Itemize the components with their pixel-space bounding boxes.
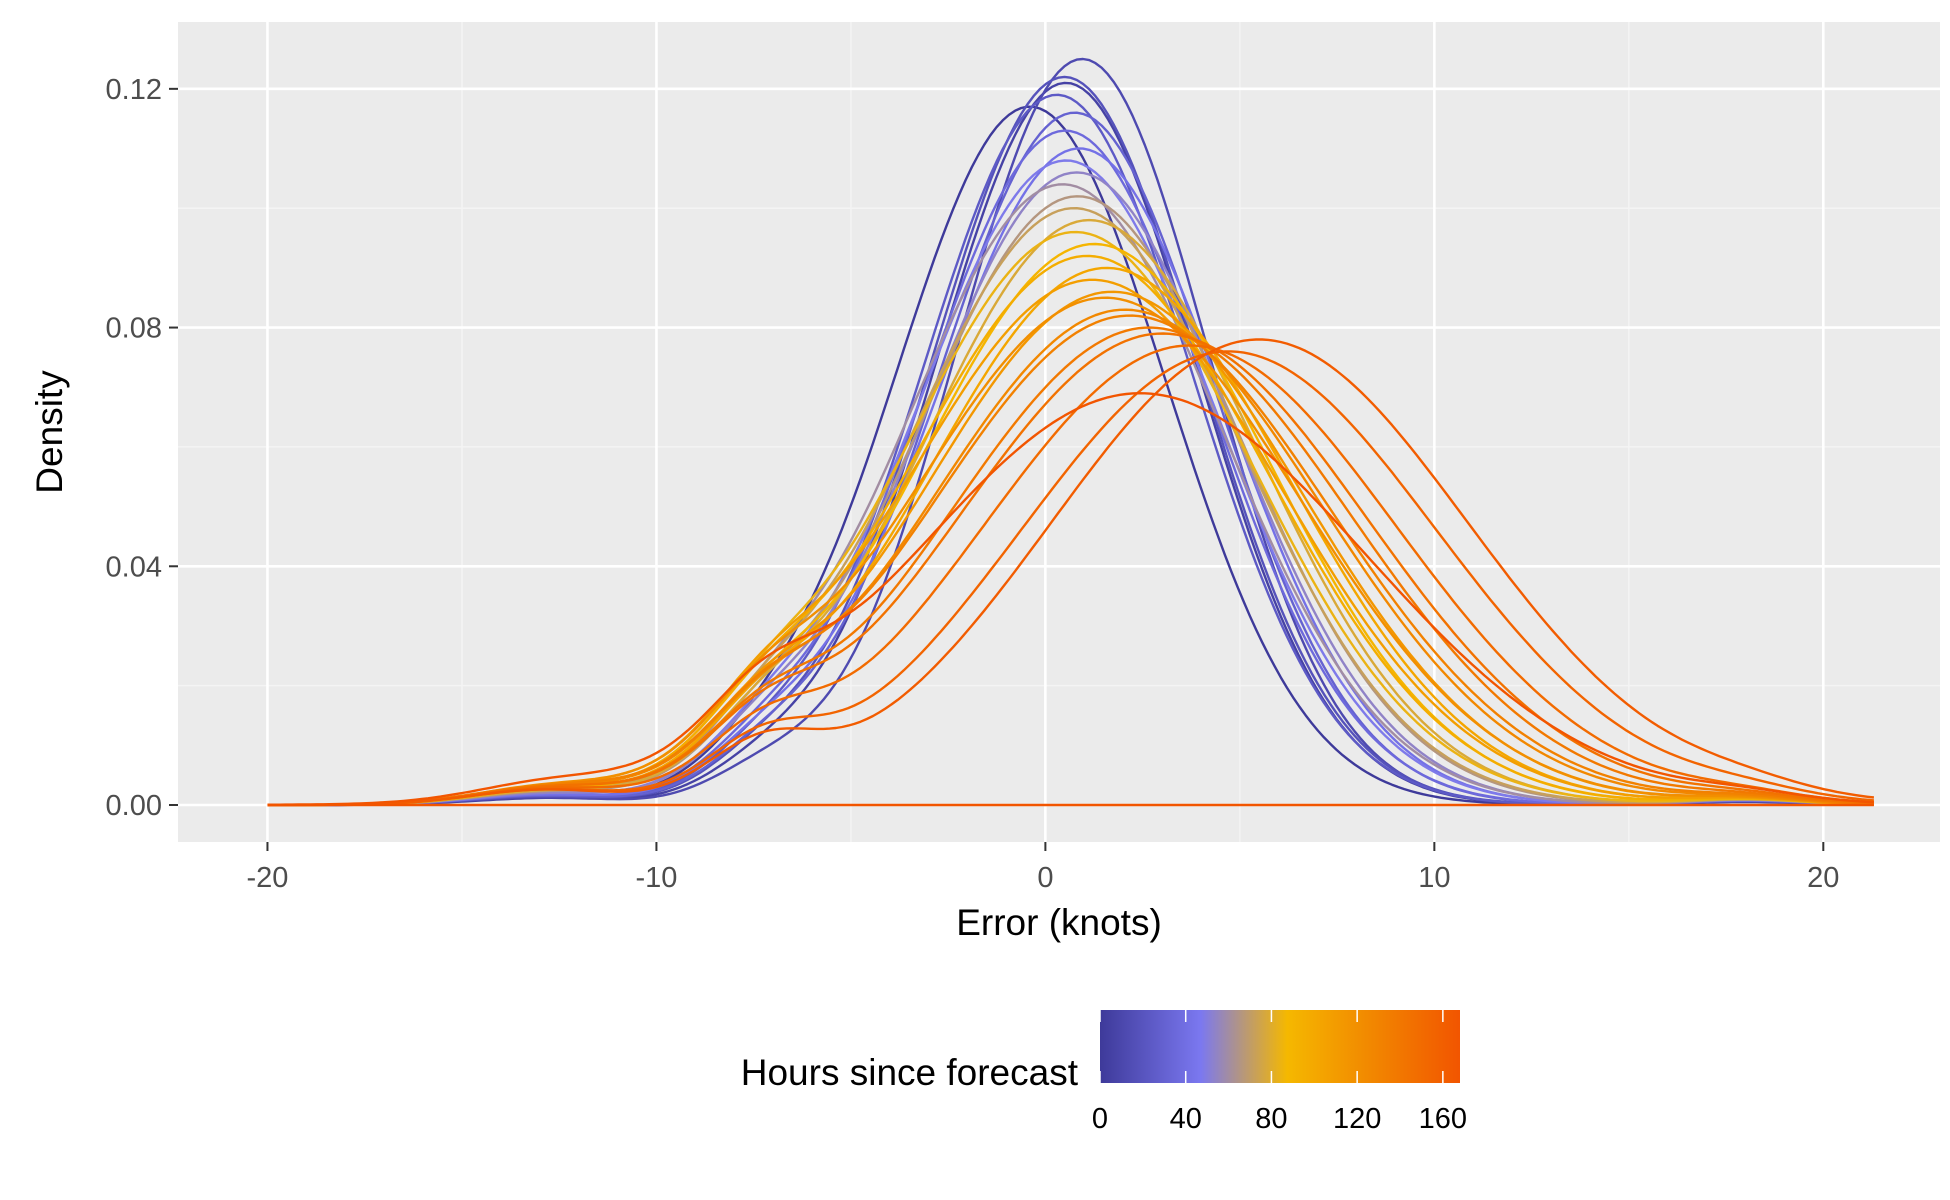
density-curve — [267, 392, 1874, 806]
x-tick-label: 0 — [1037, 862, 1053, 894]
density-curve — [267, 314, 1874, 807]
x-axis: -20 -10 0 10 20 — [247, 842, 1839, 894]
density-curve — [267, 344, 1874, 807]
legend-title: Hours since forecast — [741, 1052, 1079, 1093]
x-tick-label: 20 — [1807, 862, 1839, 894]
legend: Hours since forecast 0 40 80 120 160 — [741, 1010, 1467, 1135]
plot-panel — [178, 22, 1940, 842]
x-tick-label: -20 — [247, 862, 289, 894]
legend-colorbar — [1100, 1010, 1460, 1083]
y-axis: 0.00 0.04 0.08 0.12 — [106, 74, 178, 822]
legend-tick-label: 40 — [1170, 1103, 1202, 1135]
legend-tick-label: 0 — [1092, 1103, 1108, 1135]
legend-ticks: 0 40 80 120 160 — [1092, 1010, 1467, 1135]
density-curve — [267, 332, 1874, 807]
y-tick-label: 0.04 — [106, 551, 162, 583]
y-tick-label: 0.12 — [106, 74, 162, 106]
density-series-group — [267, 57, 1875, 807]
y-tick-label: 0.08 — [106, 313, 162, 345]
legend-tick-label: 80 — [1255, 1103, 1287, 1135]
x-axis-title: Error (knots) — [956, 902, 1162, 943]
legend-tick-label: 120 — [1333, 1103, 1381, 1135]
minor-gridlines — [178, 22, 1940, 842]
x-tick-label: 10 — [1418, 862, 1450, 894]
legend-tick-label: 160 — [1419, 1103, 1467, 1135]
y-axis-title: Density — [29, 370, 70, 494]
y-tick-label: 0.00 — [106, 790, 162, 822]
x-tick-label: -10 — [635, 862, 677, 894]
density-curve — [267, 338, 1875, 807]
